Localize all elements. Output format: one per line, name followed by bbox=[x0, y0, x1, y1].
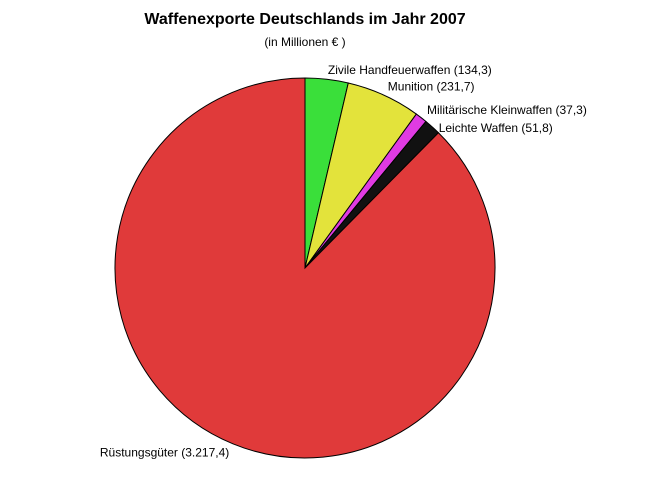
slice-label: Zivile Handfeuerwaffen (134,3) bbox=[328, 63, 492, 77]
chart-subtitle: (in Millionen € ) bbox=[264, 35, 345, 49]
slice-label: Munition (231,7) bbox=[388, 80, 475, 94]
chart-title: Waffenexporte Deutschlands im Jahr 2007 bbox=[144, 11, 465, 28]
slice-label: Leichte Waffen (51,8) bbox=[439, 121, 553, 135]
pie-slice bbox=[114, 77, 496, 459]
pie-labels: Zivile Handfeuerwaffen (134,3) Munition (… bbox=[100, 63, 587, 460]
slice-label: Rüstungsgüter (3.217,4) bbox=[100, 446, 229, 460]
pie-slices bbox=[114, 77, 496, 459]
slice-label: Militärische Kleinwaffen (37,3) bbox=[427, 103, 587, 117]
